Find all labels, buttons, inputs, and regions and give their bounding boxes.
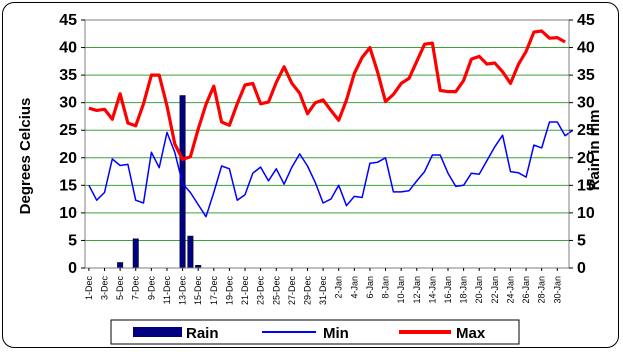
- rain-bar-14: [187, 235, 194, 269]
- legend-label-rain: Rain: [186, 325, 219, 342]
- rain-bars: [117, 95, 202, 269]
- x-tick-label-22-Jan: 22-Jan: [490, 276, 500, 304]
- x-tick-label-3-Dec: 3-Dec: [100, 276, 110, 301]
- x-tick-label-25-Dec: 25-Dec: [271, 276, 281, 306]
- y-tick-label-0: 0: [68, 260, 77, 277]
- legend-label-max: Max: [456, 325, 486, 342]
- gridlines: [85, 19, 569, 241]
- x-tick-label-20-Jan: 20-Jan: [474, 276, 484, 304]
- legend: Rain Min Max: [110, 319, 520, 345]
- max-line: [88, 29, 566, 161]
- x-tick-label-6-Jan: 6-Jan: [365, 276, 375, 299]
- x-tick-label-4-Jan: 4-Jan: [349, 276, 359, 299]
- y-tick-label-5: 5: [68, 232, 77, 249]
- y2-tick-label-30: 30: [577, 95, 595, 112]
- chart-frame: [2, 2, 619, 348]
- rain-bar-7: [132, 238, 139, 269]
- legend-label-min: Min: [323, 325, 349, 342]
- y2-tick-label-40: 40: [577, 40, 595, 57]
- x-tick-label-12-Jan: 12-Jan: [412, 276, 422, 304]
- x-tick-label-7-Dec: 7-Dec: [131, 276, 141, 301]
- x-tick-label-30-Jan: 30-Jan: [552, 276, 562, 304]
- x-tick-label-16-Jan: 16-Jan: [443, 276, 453, 304]
- left-axis-ticks: 0 5 10 15 20 25 30 35 40 45: [59, 12, 85, 277]
- y-tick-label-30: 30: [59, 95, 77, 112]
- x-tick-label-8-Jan: 8-Jan: [381, 276, 391, 299]
- y2-tick-label-10: 10: [577, 205, 595, 222]
- y-axis-title: Degrees Celcius: [17, 98, 34, 215]
- y2-tick-label-15: 15: [577, 177, 595, 194]
- x-axis-ticks: 1-Dec 3-Dec 5-Dec 7-Dec 9-Dec 11-Dec 13-Dec 15-…: [84, 268, 562, 305]
- y-tick-label-25: 25: [59, 122, 77, 139]
- x-tick-label-19-Dec: 19-Dec: [224, 276, 234, 306]
- y2-tick-label-45: 45: [577, 12, 595, 29]
- y-tick-label-15: 15: [59, 177, 77, 194]
- x-tick-label-21-Dec: 21-Dec: [240, 276, 250, 306]
- x-tick-label-31-Dec: 31-Dec: [318, 276, 328, 306]
- legend-swatch-rain: [133, 327, 182, 337]
- x-tick-label-2-Jan: 2-Jan: [334, 276, 344, 299]
- y2-tick-label-25: 25: [577, 122, 595, 139]
- y2-tick-label-0: 0: [577, 260, 586, 277]
- y2-axis-title: Rain in mm: [586, 110, 603, 191]
- x-tick-label-9-Dec: 9-Dec: [146, 276, 156, 301]
- y-tick-label-10: 10: [59, 205, 77, 222]
- rain-bar-5: [117, 262, 124, 269]
- x-tick-label-28-Jan: 28-Jan: [537, 276, 547, 304]
- x-tick-label-27-Dec: 27-Dec: [287, 276, 297, 306]
- x-tick-label-11-Dec: 11-Dec: [162, 276, 172, 305]
- x-tick-label-17-Dec: 17-Dec: [209, 276, 219, 306]
- x-tick-label-13-Dec: 13-Dec: [178, 276, 188, 306]
- y-tick-label-20: 20: [59, 150, 77, 167]
- y-tick-label-35: 35: [59, 67, 77, 84]
- right-axis-ticks: 0 5 10 15 20 25 30 35 40 45: [569, 12, 595, 277]
- y2-tick-label-20: 20: [577, 150, 595, 167]
- x-tick-label-10-Jan: 10-Jan: [396, 276, 406, 304]
- x-tick-label-14-Jan: 14-Jan: [427, 276, 437, 304]
- x-tick-label-26-Jan: 26-Jan: [521, 276, 531, 304]
- y2-tick-label-35: 35: [577, 67, 595, 84]
- y2-tick-label-5: 5: [577, 232, 586, 249]
- x-tick-label-15-Dec: 15-Dec: [193, 276, 203, 306]
- x-tick-label-24-Jan: 24-Jan: [506, 276, 516, 304]
- y-tick-label-40: 40: [59, 40, 77, 57]
- min-line: [88, 121, 574, 218]
- x-tick-label-18-Jan: 18-Jan: [459, 276, 469, 304]
- x-tick-label-1-Dec: 1-Dec: [84, 276, 94, 301]
- x-tick-label-29-Dec: 29-Dec: [303, 276, 313, 306]
- plot-area-border: [84, 19, 570, 269]
- x-tick-label-23-Dec: 23-Dec: [256, 276, 266, 306]
- y-tick-label-45: 45: [59, 12, 77, 29]
- temperature-lines: [88, 29, 574, 218]
- x-tick-label-5-Dec: 5-Dec: [115, 276, 125, 301]
